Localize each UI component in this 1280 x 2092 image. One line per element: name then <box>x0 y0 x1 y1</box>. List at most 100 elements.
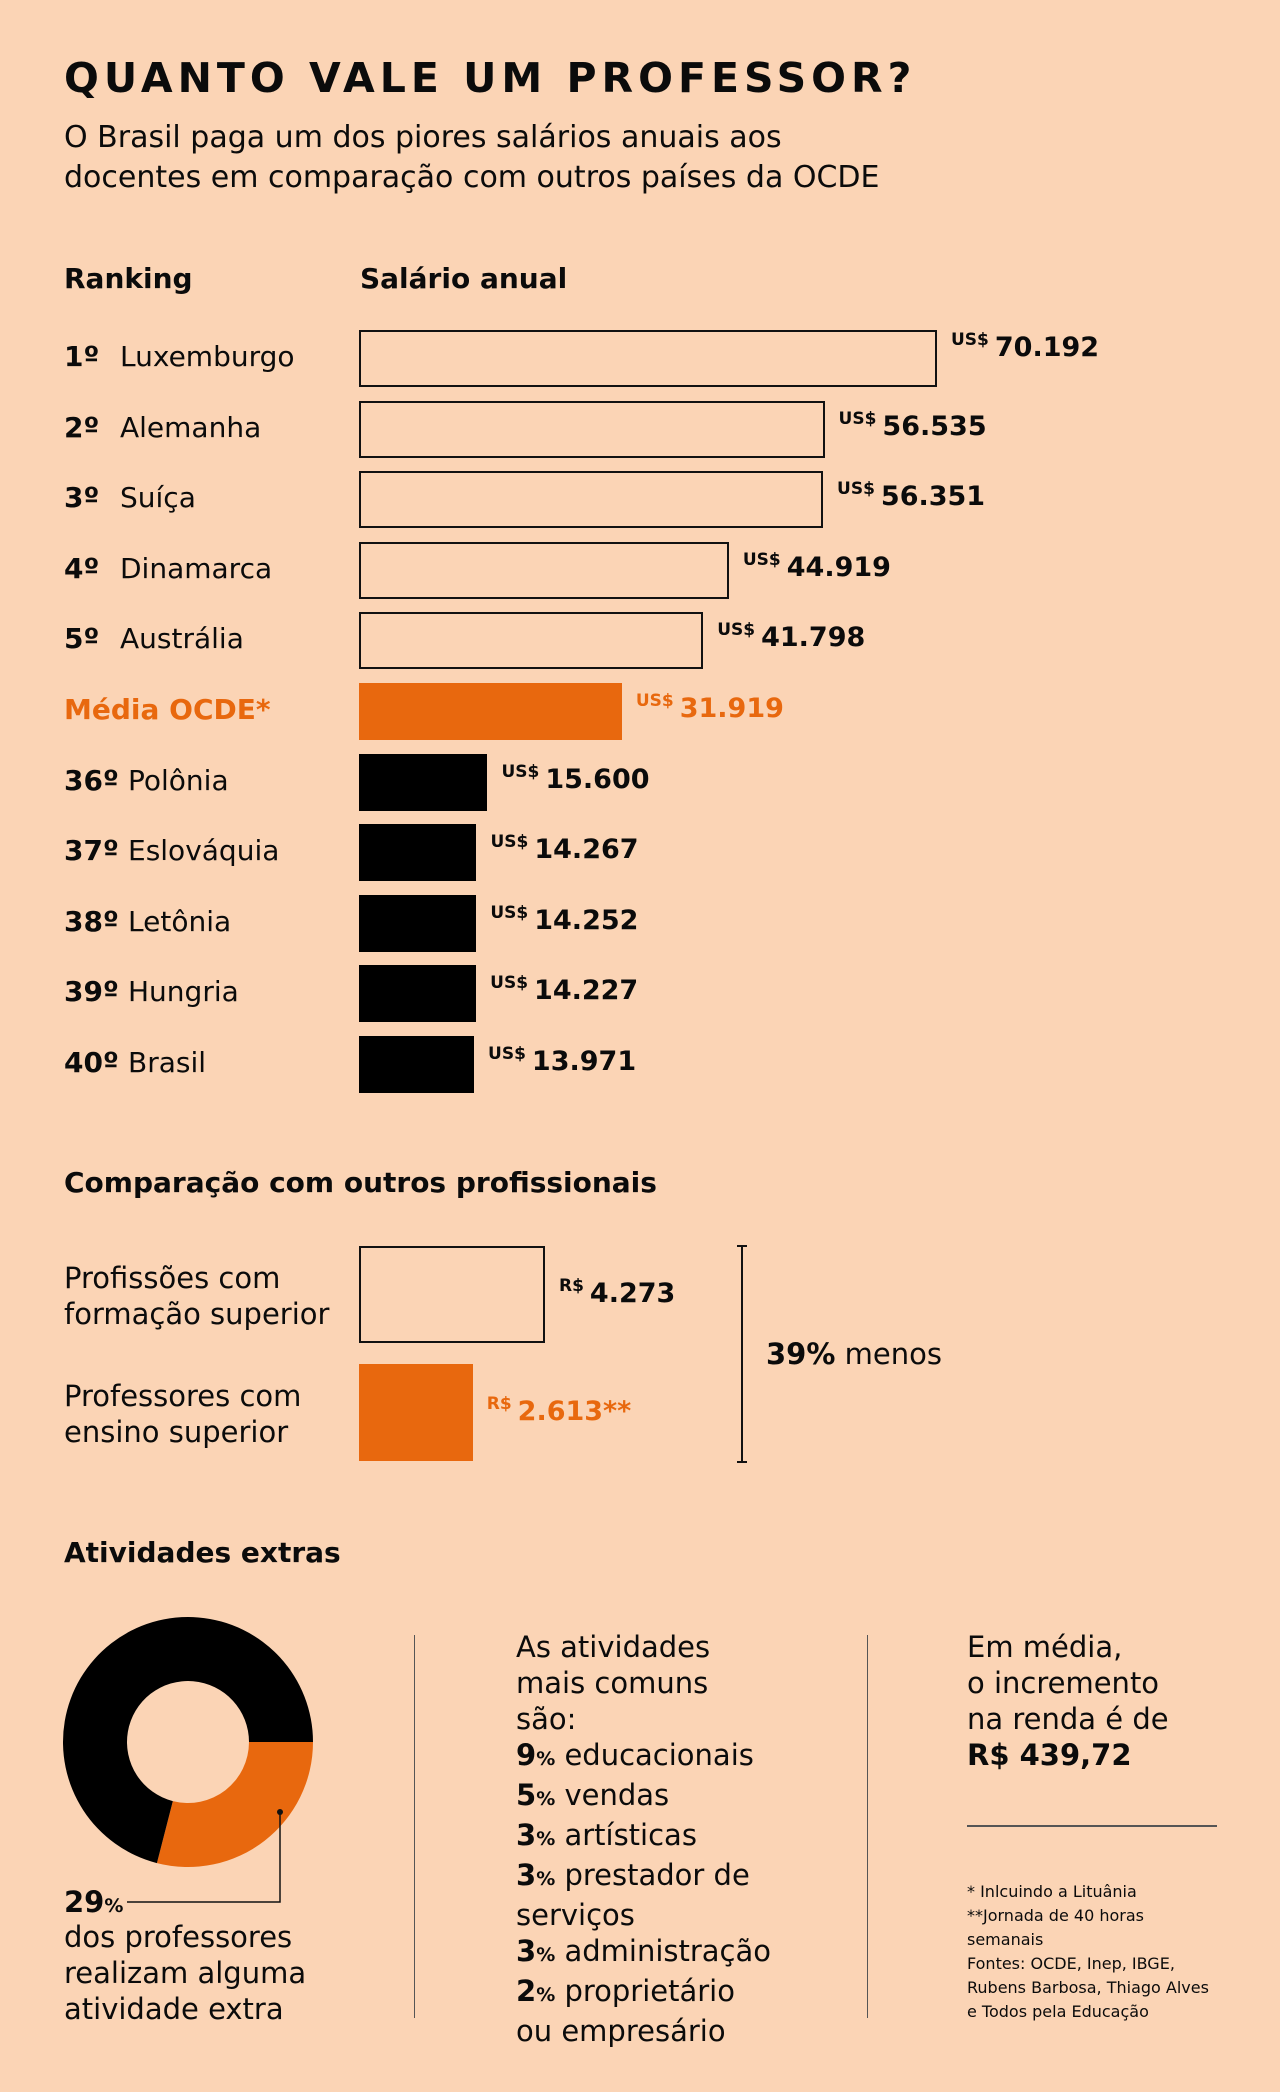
difference-word: menos <box>844 1337 942 1371</box>
footnote-line: e Todos pela Educação <box>967 2002 1149 2021</box>
currency-label: R$ <box>559 1276 584 1296</box>
income-line-1: Em média, <box>967 1630 1123 1664</box>
bar-alemanha <box>359 400 825 458</box>
rank-number: 5º <box>64 622 100 656</box>
value-number: 14.227 <box>534 975 639 1007</box>
comparison-value: R$ 4.273 <box>559 1276 676 1309</box>
value-label: US$ 15.600 <box>501 761 649 795</box>
activity-item: 2% proprietário <box>516 1973 771 2013</box>
currency-label: US$ <box>635 691 674 711</box>
ranking-header: Ranking <box>64 262 193 295</box>
comparison-heading: Comparação com outros profissionais <box>64 1166 657 1199</box>
activity-pct-number: 5 <box>516 1778 537 1812</box>
country-name: Alemanha <box>120 410 262 444</box>
donut-callout-value: 29% <box>64 1884 123 1924</box>
row-label: 5º Austrália <box>64 622 244 655</box>
income-line-2: o incremento <box>967 1666 1160 1700</box>
activity-percent: 3% <box>516 1858 555 1892</box>
row-label: Média OCDE* <box>64 693 271 726</box>
footnote-rule <box>967 1825 1217 1827</box>
country-name: Eslováquia <box>128 834 280 868</box>
subtitle-line-1: O Brasil paga um dos piores salários anu… <box>64 120 782 155</box>
row-label: 1º Luxemburgo <box>64 340 295 373</box>
activity-percent: 5% <box>516 1778 555 1812</box>
row-label: 36º Polônia <box>64 764 229 797</box>
currency-label: US$ <box>490 832 529 853</box>
activity-text: administração <box>564 1934 772 1968</box>
pct-sign: % <box>536 1868 556 1890</box>
callout-unit: % <box>104 1895 124 1917</box>
bar-austrlia <box>359 612 704 670</box>
bar-sua <box>359 471 824 529</box>
pct-sign: % <box>536 1828 556 1850</box>
activity-pct-number: 3 <box>516 1818 537 1852</box>
comparison-bar-2 <box>359 1364 473 1461</box>
bar-letnia <box>359 894 477 952</box>
currency-label: US$ <box>951 330 989 350</box>
rank-number: 3º <box>64 481 100 515</box>
extras-heading: Atividades extras <box>64 1536 341 1569</box>
callout-leader-line <box>127 1812 281 1903</box>
value-label: US$ 44.919 <box>742 549 891 583</box>
bar-brasil <box>359 1036 475 1093</box>
country-name: Hungria <box>128 975 239 1009</box>
country-name: Dinamarca <box>120 551 273 585</box>
rank-number: 36º <box>64 763 119 797</box>
value-number: 44.919 <box>786 551 891 583</box>
callout-line-1: dos professores <box>64 1920 293 1954</box>
value-number: 41.798 <box>761 622 866 654</box>
income-value: R$ 439,72 <box>967 1738 1132 1772</box>
activity-item: 5% vendas <box>516 1777 771 1817</box>
value-number: 2.613** <box>517 1396 632 1427</box>
value-label: US$ 13.971 <box>488 1044 637 1077</box>
currency-label: US$ <box>742 549 781 570</box>
activity-pct-number: 9 <box>516 1738 537 1772</box>
comparison-label-1-line1: Profissões com <box>64 1261 281 1295</box>
activity-percent: 3% <box>516 1934 555 1968</box>
pct-sign: % <box>536 1788 556 1810</box>
bar-mdiaocde <box>359 683 622 740</box>
extras-donut-chart <box>63 1617 313 1903</box>
bar-polnia <box>359 753 488 811</box>
bar-eslovquia <box>359 824 477 882</box>
country-name: Média OCDE* <box>64 693 271 726</box>
activity-text-cont: ou empresário <box>516 2014 726 2048</box>
activities-list: As atividades mais comuns são: 9% educac… <box>516 1629 771 2049</box>
activity-text: educacionais <box>564 1738 754 1772</box>
activity-item: 3% administração <box>516 1933 771 1973</box>
row-label: 38º Letônia <box>64 905 231 938</box>
column-divider-2 <box>867 1635 868 2018</box>
value-number: 4.273 <box>589 1278 676 1309</box>
rank-number: 1º <box>64 340 100 373</box>
value-label: US$ 14.267 <box>490 832 639 866</box>
pct-sign: % <box>536 1984 556 2006</box>
activity-pct-number: 2 <box>516 1974 537 2008</box>
column-divider-1 <box>414 1635 415 2018</box>
activity-item: 3% prestador de <box>516 1857 771 1897</box>
row-label: 2º Alemanha <box>64 411 261 444</box>
callout-dot <box>277 1809 283 1815</box>
value-label: US$ 31.919 <box>635 691 784 724</box>
value-number: 31.919 <box>679 693 784 724</box>
rank-number: 39º <box>64 975 119 1009</box>
footnote-line: Fontes: OCDE, Inep, IBGE, <box>967 1954 1175 1973</box>
page-title: QUANTO VALE UM PROFESSOR? <box>64 54 917 102</box>
difference-text: 39% menos <box>766 1336 942 1372</box>
rank-number: 2º <box>64 410 100 444</box>
country-name: Brasil <box>128 1046 207 1079</box>
rank-number: 38º <box>64 904 119 938</box>
activities-intro-2: mais comuns <box>516 1666 709 1700</box>
currency-label: US$ <box>501 761 540 782</box>
value-number: 14.267 <box>534 834 639 866</box>
rank-number: 40º <box>64 1046 119 1079</box>
comparison-label-1-line2: formação superior <box>64 1297 330 1331</box>
activity-text: artísticas <box>564 1818 697 1852</box>
callout-line-2: realizam alguma <box>64 1956 307 1990</box>
row-label: 39º Hungria <box>64 975 239 1008</box>
activities-intro-3: são: <box>516 1702 577 1736</box>
currency-label: US$ <box>490 973 529 994</box>
value-number: 13.971 <box>531 1046 637 1077</box>
comparison-label-2-line1: Professores com <box>64 1379 302 1413</box>
currency-label: US$ <box>838 408 877 429</box>
value-label: US$ 14.252 <box>490 903 638 936</box>
